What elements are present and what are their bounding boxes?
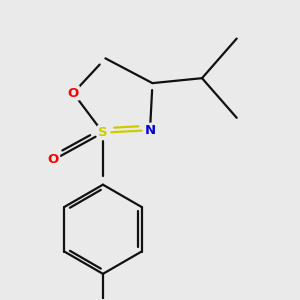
Text: N: N <box>144 124 156 137</box>
Text: S: S <box>98 126 108 139</box>
Text: O: O <box>68 86 79 100</box>
Text: O: O <box>48 153 59 167</box>
